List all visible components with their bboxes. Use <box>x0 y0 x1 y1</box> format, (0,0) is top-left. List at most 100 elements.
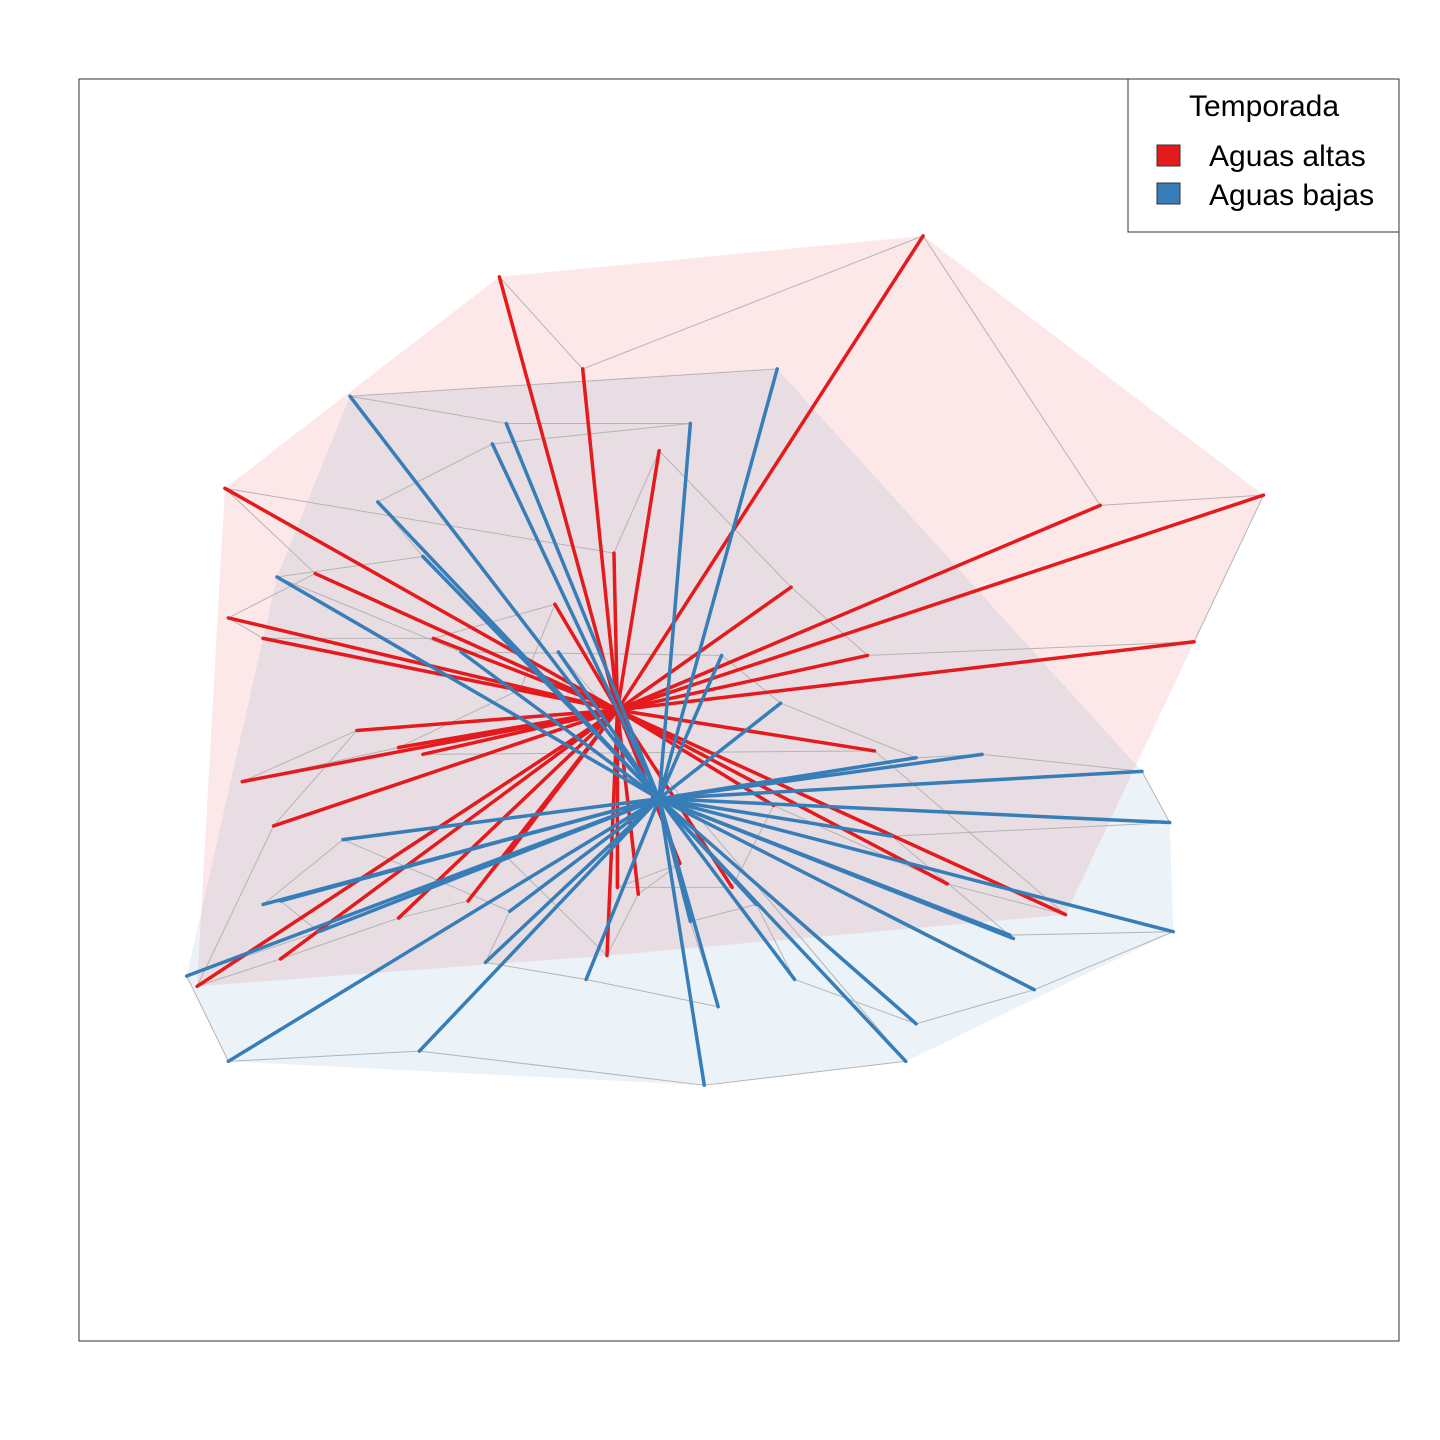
grey-link-0-4 <box>1193 494 1264 642</box>
spider-aguas-bajas-12 <box>657 752 984 801</box>
grey-link-1-33 <box>228 1050 420 1062</box>
grey-link-1-10 <box>780 702 917 759</box>
spider-aguas-altas-6 <box>615 653 870 712</box>
grey-link-1-21 <box>755 904 796 980</box>
grey-link-1-6 <box>276 556 423 578</box>
spider-aguas-bajas-37 <box>556 650 661 801</box>
grey-link-0-21 <box>196 958 281 987</box>
spider-aguas-bajas-26 <box>483 796 661 965</box>
spider-aguas-bajas-2 <box>504 421 661 801</box>
grey-link-0-3 <box>1100 494 1264 506</box>
spider-aguas-altas-22 <box>278 708 620 961</box>
spider-aguas-altas-5 <box>615 640 1196 712</box>
spider-aguas-altas-20 <box>271 708 620 828</box>
spider-aguas-bajas-25 <box>584 796 661 982</box>
spider-aguas-altas-2 <box>615 234 925 712</box>
spider-aguas-bajas-36 <box>657 796 908 1064</box>
legend-swatch-aguas-bajas <box>1156 182 1181 205</box>
spider-aguas-altas-33 <box>615 708 1068 917</box>
spider-aguas-altas-4 <box>615 493 1266 712</box>
spider-aguas-altas-11 <box>313 571 620 712</box>
spider-aguas-altas-10 <box>223 486 620 712</box>
legend-label-aguas-bajas: Aguas bajas <box>1209 179 1374 212</box>
grey-link-0-5 <box>867 641 1195 656</box>
spider-aguas-bajas-3 <box>657 421 693 801</box>
grey-link-1-15 <box>891 835 1014 939</box>
spider-aguas-bajas-1 <box>348 394 661 801</box>
hull-aguas-altas <box>197 235 1264 987</box>
grey-link-0-0 <box>498 276 584 370</box>
spider-aguas-altas-1 <box>580 367 620 712</box>
spider-aguas-bajas-30 <box>278 796 661 903</box>
spider-aguas-bajas-20 <box>657 796 918 1026</box>
grey-link-1-27 <box>342 839 510 912</box>
spider-aguas-altas-9 <box>612 551 620 712</box>
spider-aguas-altas-14 <box>431 636 620 712</box>
spider-aguas-bajas-18 <box>657 796 1175 934</box>
legend-swatch-aguas-altas <box>1156 144 1181 167</box>
grey-link-0-26 <box>606 893 639 956</box>
grey-link-1-34 <box>419 1050 705 1086</box>
grey-link-layer <box>186 235 1264 1086</box>
spider-aguas-bajas-10 <box>657 701 783 801</box>
grey-link-1-0 <box>349 368 778 397</box>
grey-link-0-20 <box>196 825 274 987</box>
grey-link-0-32 <box>947 883 1066 916</box>
spider-aguas-bajas-15 <box>657 796 894 838</box>
spider-aguas-bajas-21 <box>657 796 797 982</box>
spider-aguas-bajas-19 <box>657 796 1037 992</box>
grey-link-1-22 <box>690 903 757 922</box>
grey-link-1-24 <box>586 978 719 1008</box>
spider-aguas-altas-0 <box>497 275 620 712</box>
grey-link-1-1 <box>349 395 507 424</box>
grey-link-0-22 <box>280 917 399 960</box>
legend-title: Temporada <box>1189 90 1339 123</box>
grey-link-1-19 <box>916 989 1035 1025</box>
spider-aguas-bajas-33 <box>226 796 661 1064</box>
spider-aguas-bajas-4 <box>490 442 661 801</box>
spider-aguas-bajas-8 <box>459 650 661 801</box>
spider-aguas-altas-8 <box>615 449 661 712</box>
grey-link-1-28 <box>262 839 344 905</box>
grey-link-1-30 <box>280 900 319 933</box>
spider-layer <box>184 234 1266 1087</box>
spider-aguas-bajas-24 <box>657 796 720 1009</box>
grey-link-1-12 <box>982 753 1143 772</box>
spider-aguas-bajas-32 <box>184 796 661 978</box>
grey-link-0-8 <box>613 450 660 554</box>
grey-link-1-14 <box>891 822 1170 837</box>
spider-aguas-bajas-14 <box>657 796 1172 825</box>
grey-link-0-27 <box>637 863 681 895</box>
spider-aguas-bajas-17 <box>657 796 1012 937</box>
legend: Temporada Aguas altas Aguas bajas <box>1127 78 1400 233</box>
grey-link-1-32 <box>186 975 229 1062</box>
spider-aguas-altas-15 <box>553 602 620 712</box>
spider-aguas-altas-35 <box>421 708 620 757</box>
spider-aguas-altas-16 <box>518 687 620 712</box>
grey-link-1-3 <box>492 422 691 445</box>
grey-link-0-9 <box>224 487 615 554</box>
spider-aguas-bajas-27 <box>507 796 661 913</box>
spider-aguas-bajas-28 <box>341 796 661 842</box>
grey-link-0-31 <box>773 805 948 885</box>
grey-link-0-14 <box>433 603 556 639</box>
grey-link-1-26 <box>484 911 511 963</box>
grey-link-0-19 <box>273 730 358 827</box>
spider-aguas-bajas-34 <box>417 796 661 1053</box>
legend-label-aguas-altas: Aguas altas <box>1209 140 1366 173</box>
spider-aguas-bajas-0 <box>657 367 779 801</box>
grey-link-1-18 <box>1034 931 1174 991</box>
grey-link-0-16 <box>398 689 521 748</box>
grey-link-0-7 <box>658 450 792 588</box>
grey-link-0-12 <box>228 617 264 639</box>
spider-aguas-bajas-35 <box>657 796 707 1087</box>
grey-link-0-11 <box>228 573 316 619</box>
spider-aguas-altas-21 <box>195 708 620 989</box>
grey-link-0-34 <box>422 750 875 755</box>
spider-aguas-altas-32 <box>615 708 950 886</box>
spider-aguas-bajas-13 <box>657 769 1144 801</box>
spider-aguas-altas-3 <box>615 503 1103 712</box>
grey-link-1-4 <box>377 443 493 503</box>
